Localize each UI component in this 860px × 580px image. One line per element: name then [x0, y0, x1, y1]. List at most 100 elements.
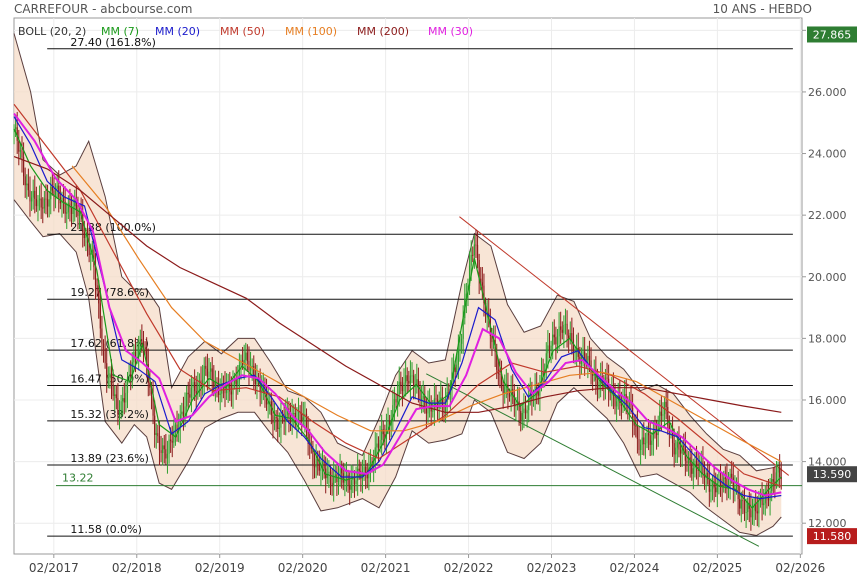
price-bar-down	[584, 351, 586, 361]
fibonacci-label: 13.89 (23.6%)	[70, 452, 149, 465]
price-bar-up	[777, 467, 779, 473]
price-bar-down	[441, 397, 443, 406]
price-bar-up	[456, 364, 458, 372]
price-bar-down	[329, 471, 332, 483]
price-bar-up	[397, 394, 399, 403]
price-bar-down	[21, 150, 23, 158]
price-bar-down	[655, 433, 658, 436]
price-bar-down	[42, 207, 44, 209]
price-bar-up	[328, 471, 330, 474]
price-bar-up	[339, 468, 341, 478]
x-tick-label: 02/2022	[444, 561, 494, 575]
price-bar-up	[66, 212, 68, 214]
price-bar-down	[187, 392, 189, 395]
x-tick-label: 02/2019	[195, 561, 245, 575]
price-bar-down	[64, 201, 66, 214]
price-bar-up	[651, 440, 653, 445]
price-bar-down	[743, 501, 746, 513]
fibonacci-label: 21.38 (100.0%)	[70, 221, 156, 234]
price-bar-up	[405, 375, 407, 383]
price-bar-up	[61, 197, 63, 204]
x-tick-label: 02/2017	[29, 561, 79, 575]
price-bar-down	[649, 435, 651, 445]
price-bar-up	[716, 483, 718, 493]
price-bar-down	[154, 415, 156, 435]
price-bar-down	[358, 468, 360, 471]
price-bar-down	[475, 244, 477, 246]
x-tick-label: 02/2021	[361, 561, 411, 575]
price-bar-up	[659, 411, 661, 422]
price-bar-up	[622, 395, 624, 406]
legend-item: BOLL (20, 2)	[18, 25, 86, 38]
price-bar-up	[662, 414, 664, 416]
y-tick-label: 24.000	[808, 148, 847, 161]
price-bar-down	[488, 313, 490, 319]
price-bar-up	[598, 381, 600, 390]
price-bar-up	[374, 447, 376, 463]
price-bar-up	[297, 411, 300, 423]
legend-item: MM (30)	[428, 25, 473, 38]
price-bar-up	[460, 338, 463, 344]
price-bar-up	[735, 484, 738, 486]
price-bar-up	[758, 500, 760, 514]
price-bar-down	[82, 214, 84, 233]
price-bar-down	[779, 467, 781, 478]
price-bar-down	[96, 285, 98, 291]
price-bar-down	[435, 398, 437, 400]
price-bar-up	[687, 457, 690, 464]
price-bar-up	[459, 343, 461, 350]
price-bar-up	[552, 334, 554, 346]
price-bar-down	[708, 479, 710, 492]
price-bar-down	[283, 415, 285, 422]
moving-averages	[13, 103, 782, 509]
price-bar-down	[667, 406, 669, 426]
price-bar-down	[731, 473, 733, 478]
price-bar-up	[291, 413, 293, 423]
current-price-badge-bg	[807, 466, 857, 483]
price-bar-up	[422, 395, 424, 399]
price-badges: 27.865 13.590 11.580	[807, 26, 857, 545]
price-bar-up	[344, 478, 346, 483]
bollinger-upper-line	[13, 33, 782, 472]
price-bar-down	[195, 391, 197, 394]
price-bar-down	[313, 464, 316, 468]
price-bar-down	[478, 260, 480, 279]
price-bar-down	[123, 398, 125, 403]
price-bar-up	[692, 468, 694, 474]
price-bar-down	[647, 433, 650, 436]
fibonacci-label: 17.62 (61.8%)	[70, 337, 149, 350]
y-tick-label: 18.000	[808, 332, 847, 345]
price-bar-up	[705, 472, 707, 479]
price-bar-down	[713, 481, 715, 488]
price-bar-up	[269, 401, 271, 403]
price-bar-up	[179, 414, 181, 429]
price-bar-up	[114, 394, 116, 396]
price-bar-down	[695, 460, 698, 468]
price-bar-down	[408, 380, 410, 384]
price-bar-down	[170, 439, 172, 442]
y-tick-label: 22.000	[808, 209, 847, 222]
price-bar-down	[413, 375, 415, 386]
price-bar-down	[301, 413, 303, 422]
price-bar-up	[540, 372, 543, 385]
price-bar-up	[320, 468, 322, 471]
price-bar-up	[403, 382, 405, 392]
price-bar-down	[742, 500, 744, 502]
price-bar-up	[723, 477, 725, 488]
legend-item: MM (7)	[101, 25, 139, 38]
price-bar-down	[189, 394, 191, 398]
price-bar-down	[253, 365, 255, 379]
price-bar-down	[205, 365, 207, 369]
trendline	[459, 216, 790, 476]
price-bar-down	[577, 347, 579, 357]
moving-average-line	[13, 156, 782, 413]
price-bar-up	[369, 461, 372, 468]
price-bar-down	[83, 232, 85, 239]
price-bar-down	[484, 303, 487, 316]
price-bar-up	[190, 387, 193, 398]
moving-average-line	[71, 165, 782, 463]
price-bar-up	[192, 382, 194, 388]
price-bar-up	[122, 398, 124, 402]
price-bar-up	[249, 366, 252, 371]
top-price-badge-bg	[807, 26, 857, 43]
